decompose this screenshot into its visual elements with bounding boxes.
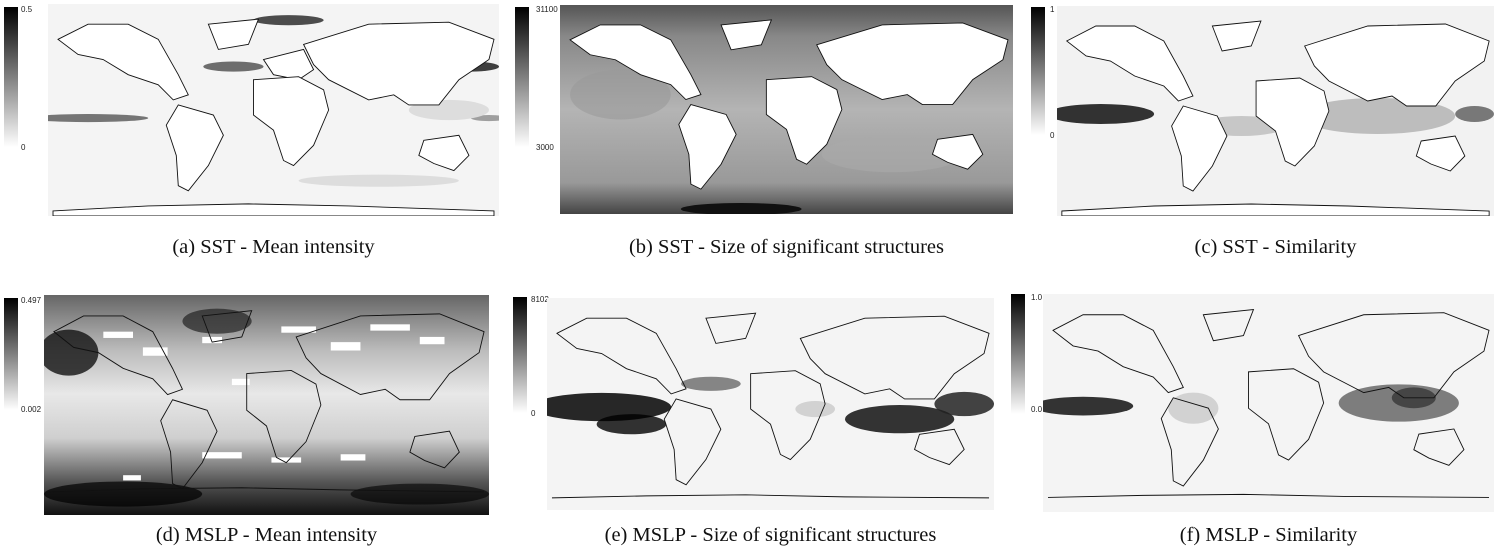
world-map-mslp-similarity	[1043, 294, 1494, 512]
map-a-image	[48, 4, 499, 216]
continents-d	[48, 310, 485, 493]
colorbar-a-max: 0.5	[21, 5, 33, 14]
continents-b	[569, 19, 1009, 190]
continents-a	[52, 18, 495, 216]
colorbar-d	[4, 298, 18, 410]
map-e-image	[547, 298, 994, 510]
colorbar-b-max: 31100	[536, 5, 558, 14]
map-b-image	[560, 5, 1013, 214]
colorbar-d-min: 0.002	[21, 405, 42, 414]
map-d-image	[44, 295, 489, 515]
world-map-mslp-size-structures	[547, 298, 994, 510]
caption-a: (a) SST - Mean intensity	[172, 236, 375, 258]
colorbar-b	[515, 7, 529, 147]
caption-d: (d) MSLP - Mean intensity	[155, 524, 378, 546]
continents-e	[551, 312, 990, 499]
continents-f	[1048, 309, 1490, 498]
caption-c: (c) SST - Similarity	[1194, 236, 1357, 258]
colorbar-a-min: 0	[21, 143, 26, 152]
world-map-sst-similarity	[1057, 6, 1494, 216]
white-patches-d	[103, 324, 445, 481]
colorbar-e-min: 0	[531, 409, 536, 418]
colorbar-d-max: 0.497	[21, 296, 42, 305]
world-map-mslp-mean-intensity	[44, 295, 489, 515]
colorbar-a	[4, 7, 18, 147]
colorbar-f-max: 1.0	[1031, 293, 1043, 302]
colorbar-f-min: 0.0	[1031, 405, 1043, 414]
colorbar-c	[1031, 7, 1045, 135]
colorbar-e	[513, 297, 527, 413]
world-map-sst-mean-intensity	[48, 4, 499, 216]
world-map-sst-size-structures	[560, 5, 1013, 214]
caption-f: (f) MSLP - Similarity	[1179, 524, 1358, 546]
map-f-image	[1043, 294, 1494, 512]
map-c-image	[1057, 6, 1494, 216]
colorbar-b-min: 3000	[536, 143, 554, 152]
colorbar-f	[1011, 294, 1025, 414]
colorbar-c-max: 1	[1050, 5, 1055, 14]
continents-c	[1061, 20, 1490, 216]
colorbar-c-min: 0	[1050, 131, 1055, 140]
colorbar-e-max: 8102	[531, 295, 549, 304]
caption-b: (b) SST - Size of significant structures	[628, 236, 945, 258]
caption-e: (e) MSLP - Size of significant structure…	[604, 524, 937, 546]
